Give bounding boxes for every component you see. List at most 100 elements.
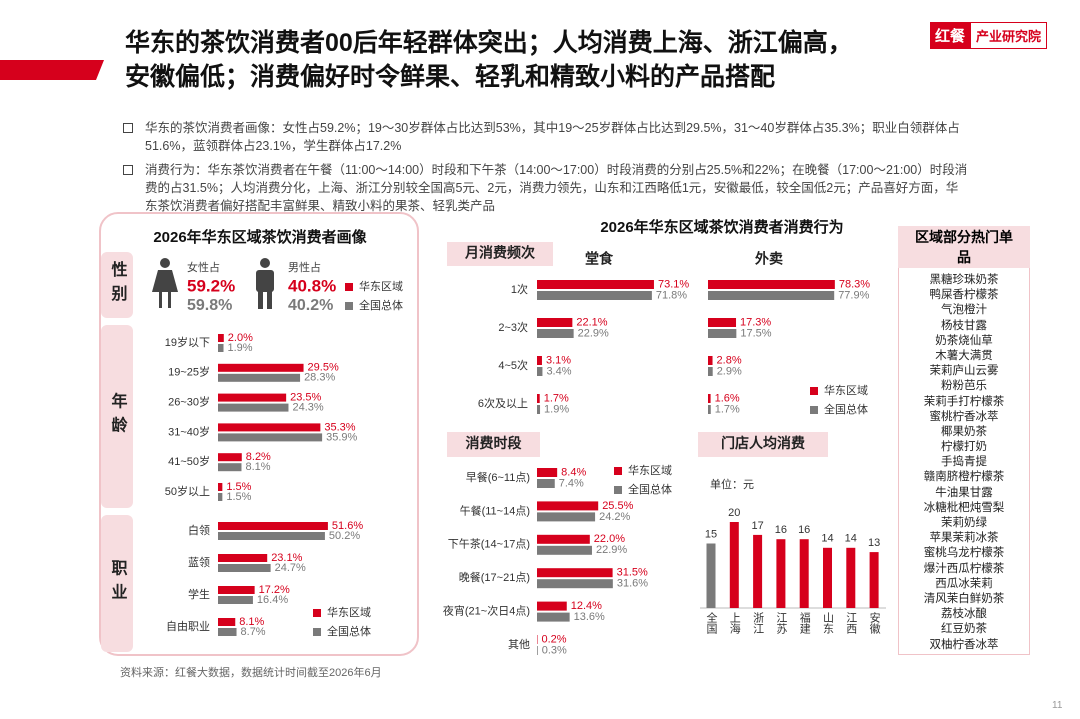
category-label: 白领	[188, 523, 210, 537]
subtitle: 堂食	[585, 251, 614, 267]
source: 资料来源：红餐大数据，数据统计时间截至2026年6月	[120, 667, 382, 679]
bar	[218, 596, 253, 604]
section-title: 性别	[109, 260, 129, 309]
legend-label: 华东区域	[628, 463, 672, 477]
bar	[537, 280, 654, 289]
bar	[218, 554, 268, 562]
hot-item: 杨枝甘露	[941, 319, 987, 332]
header-title: 华东的茶饮消费者00后年轻群体突出；人均消费上海、浙江偏高， 安徽偏低；消费偏好…	[125, 26, 853, 94]
legend-swatch	[810, 387, 818, 395]
bar	[753, 534, 763, 608]
legend-swatch	[614, 486, 622, 494]
bar	[218, 493, 223, 501]
value-label: 13.6%	[574, 611, 605, 623]
category-label: 午餐(11~14点)	[460, 503, 530, 517]
category-label: 31~40岁	[168, 424, 210, 438]
bar	[537, 468, 558, 477]
section-tag	[447, 242, 553, 266]
value-label: 20	[728, 507, 740, 519]
stat-label: 男性占	[288, 260, 321, 274]
bar	[537, 512, 596, 522]
section-tag	[101, 252, 133, 318]
bar	[218, 522, 328, 530]
category-label: 山东	[822, 612, 835, 634]
bar	[218, 483, 223, 491]
header-stripe	[0, 60, 104, 80]
bar	[869, 552, 879, 608]
value-label: 14	[821, 533, 833, 545]
hot-item: 赣南脐橙柠檬茶	[923, 471, 1005, 484]
bullet-marker	[123, 165, 133, 175]
hot-item: 黑糖珍珠奶茶	[929, 274, 999, 286]
stat-value: 59.8%	[187, 297, 232, 314]
bullet: 消费行为：华东茶饮消费者在午餐（11:00～14:00）时段和下午茶（14:00…	[118, 161, 968, 215]
category-label: 6次及以上	[478, 396, 528, 410]
bar	[708, 291, 835, 300]
hot-title: 区域部分热门单品	[898, 226, 1030, 268]
hot-item: 木薯大满贯	[935, 349, 993, 362]
logo: 红餐 产业研究院	[930, 22, 1048, 49]
hot-item: 茉莉奶绿	[941, 517, 987, 529]
hot-item: 手捣青提	[941, 456, 987, 469]
legend-label: 华东区域	[824, 383, 868, 397]
value-label: 1.7%	[715, 403, 740, 415]
value-label: 22.0%	[594, 533, 625, 545]
value-label: 2.0%	[228, 332, 253, 344]
value-label: 17.5%	[740, 327, 771, 339]
value-label: 1.9%	[544, 403, 569, 415]
section-tag	[698, 432, 828, 457]
bar	[537, 534, 590, 544]
category-label: 4~5次	[498, 358, 528, 372]
bar	[729, 522, 739, 608]
logo-brand: 红餐	[930, 22, 971, 49]
value-label: 22.9%	[596, 544, 627, 556]
category-label: 蓝领	[188, 556, 210, 569]
category-label: 下午茶(14~17点)	[448, 538, 530, 551]
bar	[537, 601, 567, 611]
category-label: 晚餐(17~21点)	[459, 570, 530, 584]
bar	[537, 579, 613, 589]
hot-item: 气泡橙汁	[941, 304, 987, 317]
legend-swatch	[345, 283, 353, 291]
stat-value: 40.8%	[288, 276, 336, 295]
bar	[218, 363, 304, 372]
hot-item: 爆汁西瓜柠檬茶	[923, 562, 1005, 575]
value-label: 29.5%	[308, 362, 339, 374]
category-label: 浙江	[752, 612, 765, 634]
category-label: 其他	[508, 638, 530, 651]
unit-label: 单位：元	[710, 477, 754, 491]
value-label: 8.1%	[245, 461, 270, 473]
section-tag	[101, 515, 133, 652]
bar	[537, 356, 542, 365]
bar	[218, 586, 255, 594]
bar	[537, 318, 573, 327]
value-label: 17	[751, 520, 763, 532]
bar	[537, 394, 540, 403]
legend-label: 全国总体	[359, 298, 403, 312]
value-label: 23.1%	[271, 552, 302, 564]
stat-value: 40.2%	[288, 297, 333, 314]
hot-item: 蜜桃柠香冰萃	[929, 410, 999, 423]
value-label: 3.1%	[546, 354, 571, 366]
value-label: 15	[705, 528, 717, 540]
legend-swatch	[313, 609, 321, 617]
bar	[218, 334, 224, 342]
value-label: 3.4%	[546, 365, 571, 377]
hot-item: 鸭屎香柠檬茶	[929, 289, 999, 302]
value-label: 51.6%	[332, 520, 363, 532]
legend-swatch	[810, 406, 818, 414]
bar	[708, 356, 713, 365]
section-title: 月消费频次	[464, 245, 535, 261]
bar	[218, 393, 287, 402]
category-label: 50岁以上	[165, 484, 210, 498]
logo-text: 产业研究院	[970, 22, 1048, 49]
hot-item: 粉粉芭乐	[941, 380, 987, 393]
value-label: 16	[775, 524, 787, 536]
subtitle: 外卖	[755, 251, 783, 267]
bar	[708, 280, 835, 289]
category-label: 自由职业	[166, 619, 210, 633]
bar	[537, 501, 599, 511]
legend-label: 华东区域	[359, 279, 403, 293]
value-label: 2.9%	[717, 365, 742, 377]
value-label: 77.9%	[838, 289, 869, 301]
